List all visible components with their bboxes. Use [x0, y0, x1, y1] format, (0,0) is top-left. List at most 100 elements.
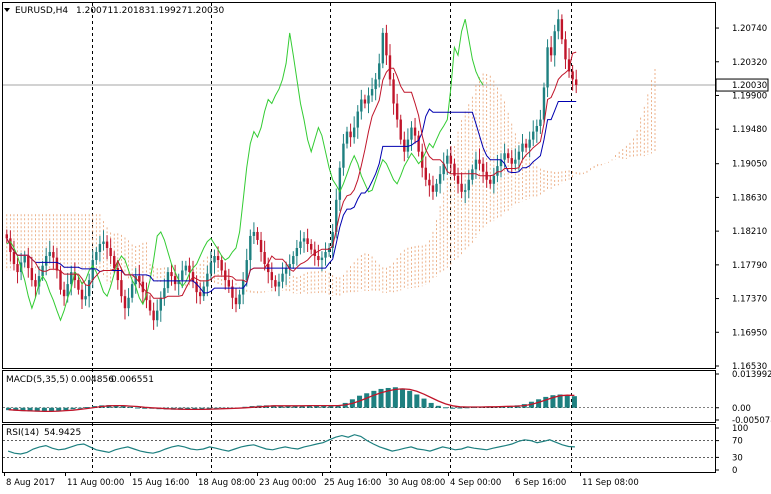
- candle-body: [367, 95, 370, 104]
- candle-body: [342, 143, 345, 168]
- macd-bar: [49, 407, 55, 412]
- candle-body: [102, 241, 105, 244]
- candle-body: [460, 183, 463, 192]
- time-tick-label: 4 Sep 00:00: [450, 478, 501, 488]
- candle-body: [481, 163, 485, 172]
- macd-bar: [299, 405, 305, 408]
- candle-body: [456, 175, 460, 184]
- candle-body: [95, 252, 98, 261]
- candle-body: [453, 163, 456, 176]
- time-tick-label: 11 Sep 08:00: [582, 478, 639, 488]
- candle-body: [571, 71, 574, 80]
- candle-body: [424, 167, 427, 180]
- macd-tick-label: 0.00: [732, 404, 751, 414]
- candle-body: [263, 252, 266, 265]
- open-value: 1.20071: [76, 6, 113, 16]
- candle-body: [489, 179, 492, 184]
- candle-body: [496, 166, 499, 176]
- candle-body: [288, 264, 291, 269]
- candle-body: [309, 243, 313, 250]
- tenkan-line: [6, 51, 577, 299]
- macd-bar: [571, 396, 577, 408]
- macd-bar: [371, 390, 377, 408]
- candle-body: [499, 159, 503, 167]
- candle-body: [109, 247, 112, 257]
- candle-body: [166, 272, 170, 289]
- candle-body: [206, 273, 209, 287]
- candle-body: [317, 256, 320, 261]
- candle-body: [37, 276, 41, 287]
- macd-bar: [328, 405, 334, 408]
- triangle-down-icon[interactable]: [4, 8, 10, 12]
- candle-body: [148, 300, 152, 311]
- candle-body: [159, 297, 162, 311]
- candle-body: [249, 235, 252, 261]
- candle-body: [392, 79, 395, 104]
- candle-body: [195, 281, 198, 293]
- rsi-series: [7, 434, 575, 455]
- candle-body: [55, 257, 59, 271]
- candle-body: [449, 155, 453, 164]
- candle-body: [234, 297, 238, 305]
- candle-body: [5, 234, 8, 239]
- candle-body: [435, 183, 438, 192]
- candle-body: [345, 131, 349, 144]
- rsi-tick-label: 30: [732, 453, 743, 463]
- candle-body: [528, 139, 531, 148]
- candle-body: [84, 296, 87, 300]
- time-tick-label: 6 Sep 16:00: [515, 478, 566, 488]
- candle-body: [306, 238, 309, 244]
- macd-bar: [285, 405, 291, 408]
- time-tick-label: 23 Aug 00:00: [259, 478, 316, 488]
- candle-body: [91, 260, 94, 281]
- candle-body: [44, 256, 48, 266]
- candle-body: [113, 256, 116, 269]
- macd-bar: [127, 406, 133, 408]
- candle-body: [514, 159, 517, 164]
- macd-signal-line: [8, 388, 575, 413]
- candle-body: [363, 99, 367, 104]
- current-price-label: 1.20030: [732, 81, 767, 91]
- macd-bar: [70, 407, 76, 410]
- chikou-line: [6, 19, 484, 322]
- time-tick-label: 8 Aug 2017: [6, 478, 55, 488]
- price-tick-label: 1.20320: [732, 58, 767, 68]
- candle-body: [238, 294, 241, 305]
- macd-bar: [192, 407, 198, 410]
- candle-body: [338, 167, 342, 200]
- macd-bar: [84, 407, 90, 409]
- candle-body: [123, 296, 127, 309]
- candle-body: [463, 190, 467, 192]
- close-value: 1.20030: [187, 6, 224, 16]
- candle-body: [145, 292, 148, 301]
- candle-body: [532, 131, 535, 140]
- macd-bar: [6, 407, 12, 411]
- candle-body: [120, 280, 123, 297]
- macd-bar: [27, 407, 33, 412]
- candle-body: [324, 252, 327, 258]
- macd-bar: [543, 396, 549, 408]
- candle-body: [130, 284, 134, 298]
- macd-tick-label: 0.013992: [732, 370, 771, 380]
- macd-bar: [278, 405, 284, 408]
- candle-body: [327, 247, 331, 253]
- macd-bar: [199, 407, 205, 410]
- candle-body: [52, 252, 55, 258]
- candle-body: [281, 273, 284, 282]
- macd-bar: [271, 405, 277, 408]
- rsi-label: RSI(14): [6, 428, 39, 438]
- candle-body: [442, 163, 445, 175]
- candle-body: [138, 276, 141, 282]
- candle-body: [492, 175, 496, 184]
- grid-layer: [3, 3, 716, 472]
- candle-body: [292, 256, 295, 265]
- candle-body: [546, 47, 549, 88]
- candle-body: [70, 272, 73, 285]
- candle-body: [406, 139, 410, 152]
- candle-body: [524, 143, 528, 148]
- macd-bar: [557, 394, 563, 408]
- candle-body: [62, 289, 66, 297]
- rsi-header: RSI(14) 54.9425: [6, 428, 81, 438]
